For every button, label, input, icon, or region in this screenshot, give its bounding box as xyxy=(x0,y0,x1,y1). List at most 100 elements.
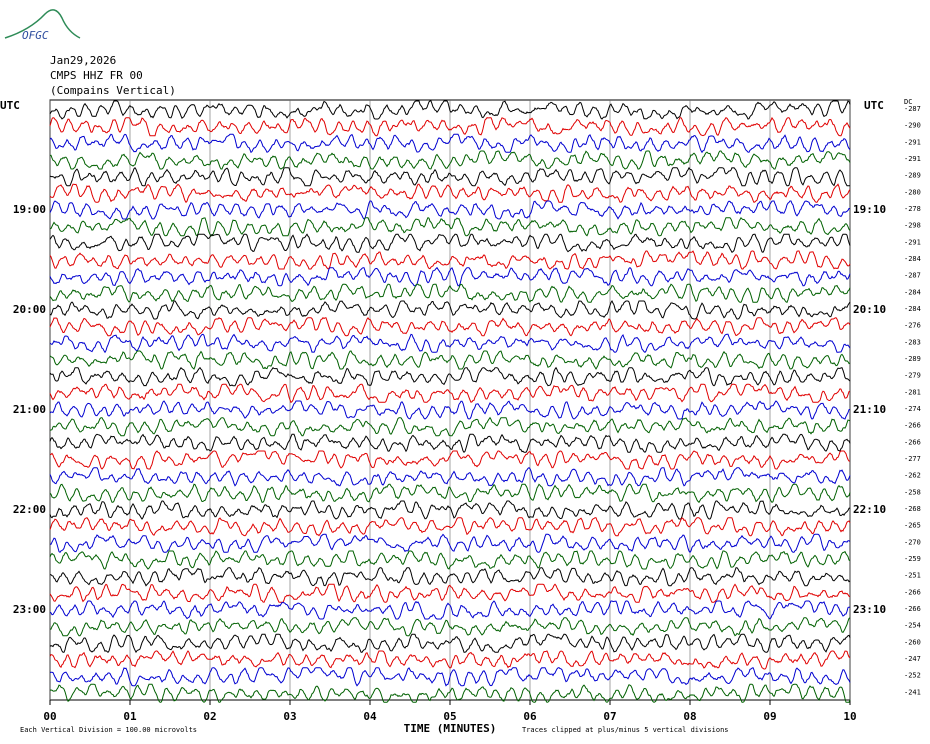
dc-label: -284 xyxy=(904,255,921,263)
x-tick-label: 10 xyxy=(843,710,856,723)
dc-label: -298 xyxy=(904,222,921,230)
trace xyxy=(49,550,851,570)
dc-label: -289 xyxy=(904,355,921,363)
trace xyxy=(49,100,851,120)
dc-label: -270 xyxy=(904,538,921,546)
dc-label: -258 xyxy=(904,488,921,496)
trace xyxy=(49,600,851,620)
logo-mark xyxy=(4,9,81,39)
station: CMPS HHZ FR 00 xyxy=(50,69,143,82)
trace xyxy=(49,566,851,587)
trace xyxy=(49,650,851,670)
trace xyxy=(49,467,851,487)
dc-label: -274 xyxy=(904,405,921,413)
row-label: 22:10 xyxy=(853,503,886,516)
x-tick-label: 06 xyxy=(523,710,537,723)
trace xyxy=(49,533,851,554)
dc-label: -252 xyxy=(904,672,921,680)
trace xyxy=(49,517,851,537)
dc-label: -266 xyxy=(904,422,921,430)
dc-label: -278 xyxy=(904,205,921,213)
row-label: 21:00 xyxy=(13,403,46,416)
trace xyxy=(49,350,851,370)
dc-label: -287 xyxy=(904,105,921,113)
trace xyxy=(49,283,851,303)
dc-label: -289 xyxy=(904,172,921,180)
trace xyxy=(49,683,851,703)
trace xyxy=(49,400,851,420)
dc-label: -266 xyxy=(904,438,921,446)
dc-label: -291 xyxy=(904,155,921,163)
x-tick-label: 09 xyxy=(763,710,776,723)
dc-label: -290 xyxy=(904,122,921,130)
row-label: 23:10 xyxy=(853,603,886,616)
trace xyxy=(49,150,851,170)
dc-label: -291 xyxy=(904,238,921,246)
trace xyxy=(49,233,851,254)
x-tick-label: 07 xyxy=(603,710,616,723)
trace xyxy=(49,667,851,687)
trace xyxy=(49,316,851,337)
dc-label: -287 xyxy=(904,272,921,280)
dc-label: -284 xyxy=(904,288,921,296)
trace xyxy=(49,133,851,154)
dc-label: -254 xyxy=(904,622,921,630)
x-tick-label: 01 xyxy=(123,710,137,723)
dc-label: -279 xyxy=(904,372,921,380)
dc-label: -247 xyxy=(904,655,921,663)
trace xyxy=(49,583,851,603)
dc-label: -262 xyxy=(904,472,921,480)
trace xyxy=(49,183,851,204)
dc-label: -259 xyxy=(904,555,921,563)
trace xyxy=(49,333,851,354)
trace xyxy=(49,416,851,437)
row-label: 21:10 xyxy=(853,403,886,416)
dc-label: -277 xyxy=(904,455,921,463)
trace xyxy=(49,366,851,387)
trace xyxy=(49,633,851,654)
trace xyxy=(49,450,851,470)
row-label: 20:00 xyxy=(13,303,46,316)
row-label: 22:00 xyxy=(13,503,46,516)
x-tick-label: 02 xyxy=(203,710,216,723)
row-label: 19:10 xyxy=(853,203,886,216)
trace xyxy=(49,266,851,287)
trace xyxy=(49,500,851,520)
x-tick-label: 00 xyxy=(43,710,56,723)
dc-label: -266 xyxy=(904,588,921,596)
trace xyxy=(49,483,851,504)
dc-label: -283 xyxy=(904,338,921,346)
dc-label: -251 xyxy=(904,572,921,580)
x-tick-label: 04 xyxy=(363,710,377,723)
trace xyxy=(49,617,851,637)
dc-label: -265 xyxy=(904,522,921,530)
dc-header: DC xyxy=(904,98,912,106)
dc-label: -280 xyxy=(904,188,921,196)
footnote: Each Vertical Division = 100.00 microvol… xyxy=(20,726,197,734)
dc-label: -241 xyxy=(904,688,921,696)
trace xyxy=(49,433,851,454)
dc-label: -276 xyxy=(904,322,921,330)
row-label: 23:00 xyxy=(13,603,46,616)
dc-label: -281 xyxy=(904,388,921,396)
dc-label: -291 xyxy=(904,138,921,146)
left-header: UTC xyxy=(0,99,20,112)
x-tick-label: 08 xyxy=(683,710,696,723)
row-label: 20:10 xyxy=(853,303,886,316)
row-label: 19:00 xyxy=(13,203,46,216)
trace xyxy=(49,250,851,270)
trace xyxy=(49,116,851,137)
x-tick-label: 05 xyxy=(443,710,456,723)
x-tick-label: 03 xyxy=(283,710,296,723)
dc-label: -266 xyxy=(904,605,921,613)
trace xyxy=(49,383,851,404)
trace xyxy=(49,166,850,187)
footnote: Traces clipped at plus/minus 5 vertical … xyxy=(522,726,729,734)
date: Jan29,2026 xyxy=(50,54,116,67)
right-header: UTC xyxy=(864,99,884,112)
trace xyxy=(49,299,851,320)
dc-label: -284 xyxy=(904,305,921,313)
x-axis-label: TIME (MINUTES) xyxy=(404,722,497,735)
logo: OFGC xyxy=(22,29,49,42)
